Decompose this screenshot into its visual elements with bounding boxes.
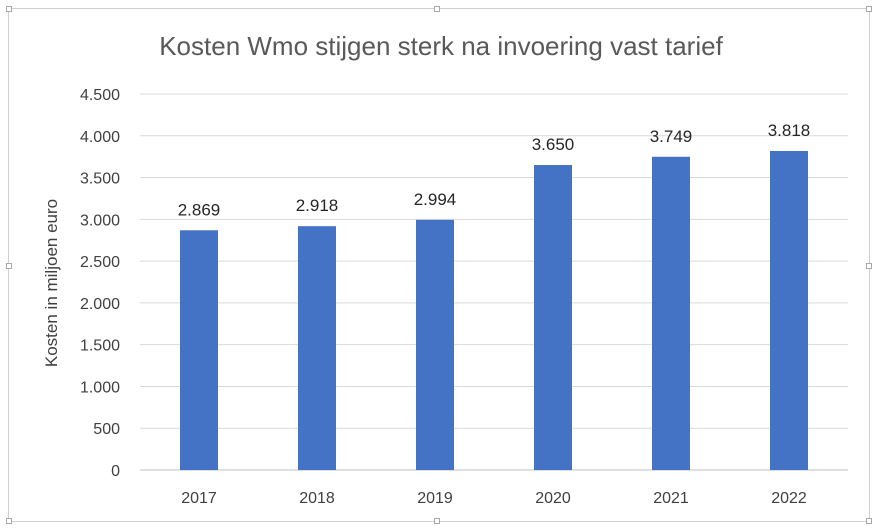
bar-2021[interactable] [652, 156, 690, 470]
data-label-2021: 3.749 [650, 127, 693, 146]
data-label-2020: 3.650 [532, 135, 575, 154]
resize-handle-middle-left[interactable] [6, 263, 12, 269]
bar-2017[interactable] [180, 230, 218, 470]
resize-handle-bottom-right[interactable] [866, 518, 872, 524]
x-tick-label-2020: 2020 [535, 490, 571, 507]
resize-handle-top-left[interactable] [6, 6, 12, 12]
y-axis-ticks: 0 500 1.000 1.500 2.000 2.500 3.000 3.500 4.000 4… [80, 87, 120, 480]
data-label-2017: 2.869 [178, 200, 221, 219]
bar-2019[interactable] [416, 219, 454, 470]
resize-handle-top-right[interactable] [866, 6, 872, 12]
bar-2022[interactable] [770, 150, 808, 470]
y-tick-label: 3.500 [80, 171, 120, 188]
y-tick-label: 500 [93, 421, 120, 438]
y-tick-label: 4.000 [80, 129, 120, 146]
x-tick-label-2018: 2018 [299, 490, 335, 507]
y-tick-label: 2.000 [80, 296, 120, 313]
y-tick-label: 4.500 [80, 87, 120, 104]
y-tick-label: 3.000 [80, 212, 120, 229]
data-label-2018: 2.918 [296, 196, 339, 215]
x-tick-label-2022: 2022 [771, 490, 807, 507]
y-tick-label: 2.500 [80, 254, 120, 271]
bar-2020[interactable] [534, 165, 572, 470]
x-tick-label-2017: 2017 [181, 490, 217, 507]
gridlines [140, 93, 848, 471]
y-axis-label: Kosten in miljoen euro [42, 199, 61, 367]
x-axis-ticks: 2017 2018 2019 2020 2021 2022 [181, 490, 807, 507]
resize-handle-middle-right[interactable] [866, 263, 872, 269]
bars [180, 150, 808, 470]
bar-2018[interactable] [298, 226, 336, 470]
data-label-2019: 2.994 [414, 190, 457, 209]
x-tick-label-2019: 2019 [417, 490, 453, 507]
y-tick-label: 1.500 [80, 338, 120, 355]
resize-handle-bottom-left[interactable] [6, 518, 12, 524]
data-label-2022: 3.818 [768, 121, 811, 140]
resize-handle-top-center[interactable] [434, 6, 440, 12]
y-tick-label: 1.000 [80, 379, 120, 396]
resize-handle-bottom-center[interactable] [434, 518, 440, 524]
chart-title: Kosten Wmo stijgen sterk na invoering va… [159, 31, 723, 61]
data-labels: 2.869 2.918 2.994 3.650 3.749 3.818 [178, 121, 811, 219]
y-tick-label: 0 [111, 463, 120, 480]
x-tick-label-2021: 2021 [653, 490, 689, 507]
